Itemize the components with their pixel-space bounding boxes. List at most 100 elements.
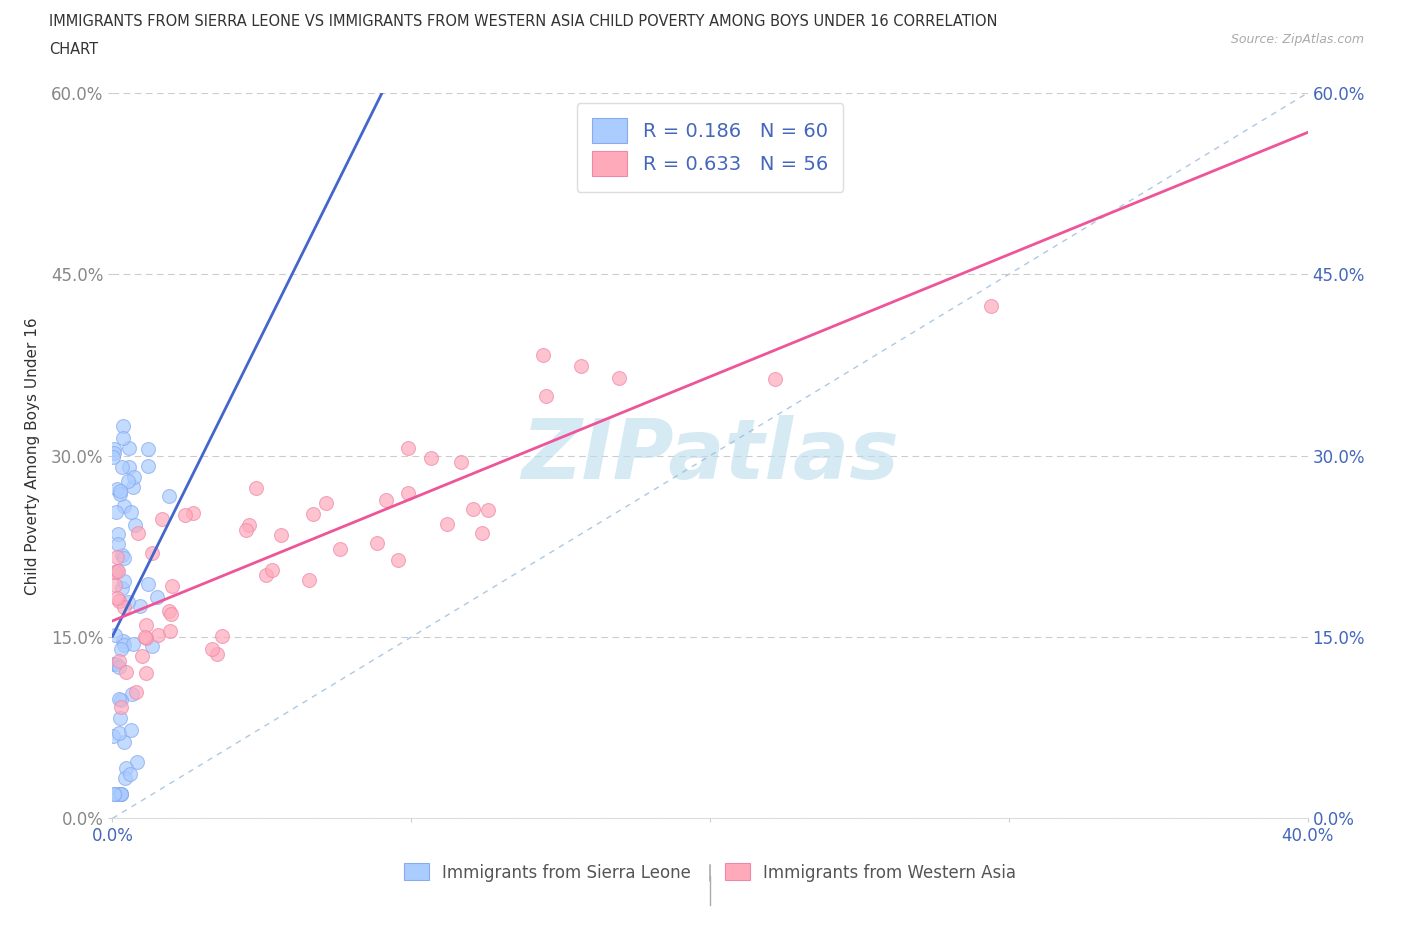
Point bbox=[150, 512, 173, 526]
Point bbox=[121, 637, 143, 652]
Point bbox=[159, 623, 181, 638]
Point bbox=[396, 485, 419, 500]
Point bbox=[104, 628, 127, 643]
Point bbox=[120, 766, 142, 781]
Point bbox=[297, 573, 319, 588]
Point bbox=[254, 567, 277, 582]
Point bbox=[270, 527, 292, 542]
Point bbox=[141, 546, 163, 561]
Text: Source: ZipAtlas.com: Source: ZipAtlas.com bbox=[1230, 33, 1364, 46]
Legend: Immigrants from Sierra Leone, Immigrants from Western Asia: Immigrants from Sierra Leone, Immigrants… bbox=[395, 855, 1025, 890]
Point bbox=[104, 578, 127, 592]
Point bbox=[103, 442, 125, 457]
Text: CHART: CHART bbox=[49, 42, 98, 57]
Point bbox=[101, 728, 124, 743]
Point bbox=[157, 604, 180, 618]
Point bbox=[131, 648, 153, 663]
Point bbox=[104, 565, 127, 579]
Point bbox=[301, 507, 323, 522]
Point bbox=[111, 419, 134, 434]
Point bbox=[531, 348, 554, 363]
Point bbox=[108, 691, 131, 706]
Point bbox=[110, 787, 132, 802]
Point bbox=[534, 389, 557, 404]
Point bbox=[134, 618, 156, 632]
Point bbox=[104, 787, 127, 802]
Point bbox=[181, 505, 204, 520]
Point bbox=[105, 657, 128, 671]
Point bbox=[108, 593, 131, 608]
Point bbox=[146, 590, 169, 604]
Text: IMMIGRANTS FROM SIERRA LEONE VS IMMIGRANTS FROM WESTERN ASIA CHILD POVERTY AMONG: IMMIGRANTS FROM SIERRA LEONE VS IMMIGRAN… bbox=[49, 14, 998, 29]
Point bbox=[569, 358, 592, 373]
Point bbox=[262, 563, 284, 578]
Y-axis label: Child Poverty Among Boys Under 16: Child Poverty Among Boys Under 16 bbox=[25, 317, 39, 594]
Point bbox=[112, 498, 135, 513]
Point bbox=[201, 641, 224, 656]
Point bbox=[136, 458, 159, 473]
Point bbox=[127, 525, 149, 540]
Point bbox=[450, 455, 472, 470]
Point bbox=[104, 504, 127, 519]
Point bbox=[205, 646, 228, 661]
Point bbox=[134, 630, 156, 644]
Point bbox=[315, 496, 337, 511]
Point bbox=[124, 470, 146, 485]
Point bbox=[112, 637, 135, 652]
Point bbox=[105, 591, 128, 605]
Point bbox=[117, 474, 139, 489]
Point bbox=[112, 573, 135, 588]
Point bbox=[103, 656, 125, 671]
Point bbox=[173, 508, 195, 523]
Point bbox=[110, 692, 132, 707]
Point bbox=[120, 723, 142, 737]
Point bbox=[111, 459, 134, 474]
Point bbox=[110, 787, 132, 802]
Point bbox=[607, 371, 630, 386]
Point bbox=[436, 516, 458, 531]
Point bbox=[111, 633, 134, 648]
Point bbox=[138, 577, 160, 591]
Point bbox=[471, 525, 494, 540]
Point bbox=[211, 629, 233, 644]
Point bbox=[112, 551, 135, 565]
Point bbox=[110, 483, 132, 498]
Point bbox=[105, 787, 128, 802]
Text: ZIPatlas: ZIPatlas bbox=[522, 415, 898, 497]
Point bbox=[980, 299, 1002, 313]
Point bbox=[108, 711, 131, 726]
Point bbox=[461, 502, 484, 517]
Point bbox=[160, 578, 183, 593]
Point bbox=[114, 770, 136, 785]
Point bbox=[122, 480, 145, 495]
Point bbox=[115, 761, 138, 776]
Point bbox=[136, 442, 159, 457]
Point bbox=[374, 493, 396, 508]
Point bbox=[118, 459, 141, 474]
Point bbox=[125, 754, 148, 769]
Point bbox=[366, 536, 388, 551]
Point bbox=[146, 628, 169, 643]
Point bbox=[101, 449, 124, 464]
Point bbox=[121, 687, 143, 702]
Point bbox=[117, 594, 139, 609]
Point bbox=[105, 550, 128, 565]
Point bbox=[124, 684, 146, 699]
Point bbox=[387, 552, 409, 567]
Point bbox=[112, 735, 135, 750]
Point bbox=[120, 505, 142, 520]
Point bbox=[108, 787, 131, 802]
Point bbox=[396, 440, 419, 455]
Point bbox=[238, 517, 260, 532]
Point bbox=[112, 599, 135, 614]
Point bbox=[135, 666, 157, 681]
Point bbox=[107, 537, 129, 551]
Point bbox=[108, 659, 131, 674]
Point bbox=[103, 787, 125, 802]
Point bbox=[107, 526, 129, 541]
Point bbox=[124, 517, 146, 532]
Point bbox=[107, 654, 129, 669]
Point bbox=[419, 451, 441, 466]
Point bbox=[110, 642, 132, 657]
Point bbox=[111, 580, 134, 595]
